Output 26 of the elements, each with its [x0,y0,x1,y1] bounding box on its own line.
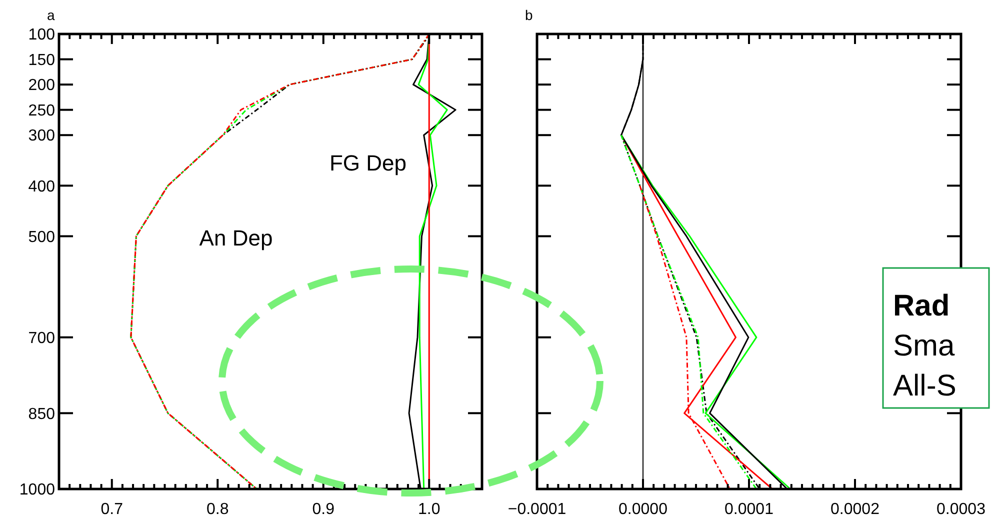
x-tick-label: 0.0001 [724,501,774,518]
annotation: FG Dep [329,150,407,176]
x-tick-label: 0.8 [206,501,229,518]
y-tick-label: 300 [28,128,56,145]
x-tick-label: 0.0003 [936,501,986,518]
y-tick-label: 850 [28,406,56,423]
y-tick-label: 700 [28,330,56,347]
y-tick-label: 400 [28,178,56,196]
y-tick-label: 500 [28,228,56,246]
annotation: An Dep [199,226,273,251]
y-tick-label: 200 [28,77,56,94]
x-tick-label: 0.0000 [618,501,668,518]
x-tick-label: −0.0001 [508,501,566,518]
y-tick-label: 100 [28,26,56,44]
y-tick-label: 250 [28,102,56,120]
annotation: Rad [893,290,950,322]
chart-title: a [47,7,55,23]
x-tick-label: 0.0002 [830,501,880,518]
y-tick-label: 150 [28,52,56,69]
x-tick-label: 0.9 [312,501,335,518]
annotation: All-S [893,370,956,402]
x-tick-label: 0.7 [100,501,124,518]
y-tick-label: 1000 [19,482,56,499]
x-tick-label: 1.0 [418,501,440,518]
annotation: Sma [893,330,955,362]
chart-title: b [525,7,533,23]
